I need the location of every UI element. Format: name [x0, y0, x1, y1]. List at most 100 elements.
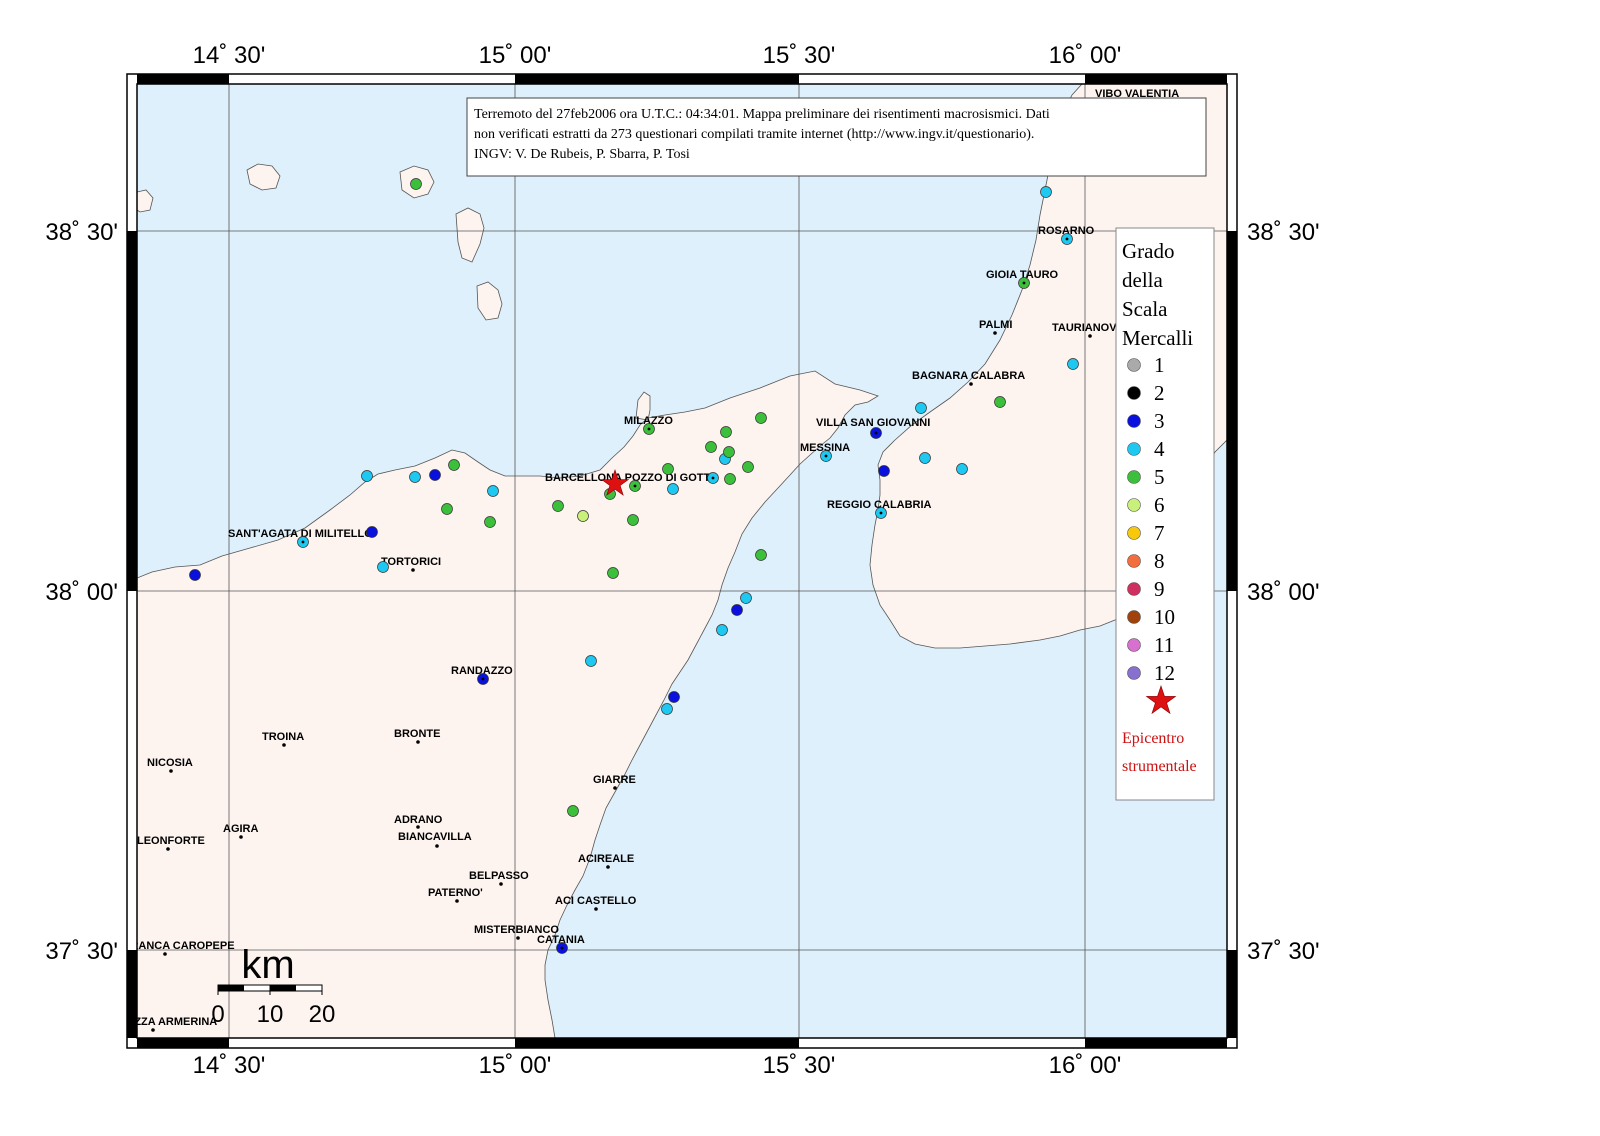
- legend-swatch: [1127, 358, 1141, 372]
- scale-unit-label: km: [241, 943, 294, 987]
- town-taurianova: TAURIANOVA: [1052, 322, 1124, 338]
- obs-point-mcs5: [705, 441, 717, 453]
- obs-point-mcs4: [667, 483, 679, 495]
- town-belpasso: BELPASSO: [469, 870, 529, 886]
- town-label: PATERNO': [428, 887, 483, 899]
- lon-label-top-1430: 14˚ 30': [193, 42, 266, 69]
- town-label: CATANIA: [537, 934, 585, 946]
- obs-point-mcs3: [366, 526, 378, 538]
- town-label: MILAZZO: [624, 415, 673, 427]
- town-leonforte: LEONFORTE: [137, 835, 205, 851]
- island-lipari: [455, 207, 485, 263]
- town-label: NICOSIA: [147, 757, 193, 769]
- legend-item-7: 7: [1127, 521, 1165, 545]
- town-barrafranca-caropepe: BARRAFRANCA CAROPEPE: [84, 940, 235, 956]
- latitude-labels-left: 38˚ 30' 38˚ 00' 37˚ 30': [45, 219, 118, 965]
- island-stromboli: [246, 163, 281, 191]
- legend-swatch: [1127, 666, 1141, 680]
- obs-point-mcs4: [585, 655, 597, 667]
- legend-label: 10: [1154, 605, 1175, 629]
- lon-label-bottom-1430: 14˚ 30': [193, 1052, 266, 1079]
- legend-item-1: 1: [1127, 353, 1165, 377]
- obs-point-mcs5: [484, 516, 496, 528]
- legend-swatch: [1127, 526, 1141, 540]
- legend: Grado della Scala Mercalli 1234567891011…: [1115, 227, 1215, 801]
- legend-title-line-4: Mercalli: [1122, 326, 1193, 350]
- legend-title-line-2: della: [1122, 268, 1163, 292]
- legend-item-5: 5: [1127, 465, 1165, 489]
- lon-label-bottom-1530: 15˚ 30': [763, 1052, 836, 1079]
- info-line-2: non verificati estratti da 273 questiona…: [474, 127, 1034, 142]
- island-alicudi: [137, 189, 154, 213]
- legend-label: 11: [1154, 633, 1174, 657]
- legend-swatch: [1127, 498, 1141, 512]
- town-label: ROSARNO: [1038, 225, 1095, 237]
- obs-point-mcs5: [410, 178, 422, 190]
- obs-point-mcs4: [919, 452, 931, 464]
- town-label: GIARRE: [593, 774, 636, 786]
- town-giarre: GIARRE: [593, 774, 636, 790]
- legend-swatch: [1127, 386, 1141, 400]
- town-catania: CATANIA: [537, 934, 585, 946]
- epicenter-star: [600, 469, 630, 496]
- town-bronte: BRONTE: [394, 728, 440, 744]
- town-layer: VIBO VALENTIA ROSARNO GIOIA TAURO PALMI …: [84, 88, 1179, 1032]
- lon-label-bottom-1600: 16˚ 00': [1049, 1052, 1122, 1079]
- town-label: VIBO VALENTIA: [1095, 88, 1179, 100]
- legend-swatch: [1127, 582, 1141, 596]
- obs-point-mcs4: [1040, 186, 1052, 198]
- town-label: TROINA: [262, 731, 304, 743]
- legend-epicenter-label-2: strumentale: [1122, 758, 1197, 775]
- legend-label: 8: [1154, 549, 1165, 573]
- town-label: ADRANO: [394, 814, 443, 826]
- lon-label-top-1500: 15˚ 00': [479, 42, 552, 69]
- obs-point-mcs5: [627, 514, 639, 526]
- legend-label: 9: [1154, 577, 1165, 601]
- lon-label-top-1530: 15˚ 30': [763, 42, 836, 69]
- obs-point-mcs4: [915, 402, 927, 414]
- town-label: TORTORICI: [381, 556, 441, 568]
- obs-point-mcs4: [716, 624, 728, 636]
- obs-point-mcs4: [409, 471, 421, 483]
- legend-label: 2: [1154, 381, 1165, 405]
- town-piazza-armerina: PIAZZA ARMERINA: [137, 1016, 217, 1032]
- town-label: AGIRA: [223, 823, 259, 835]
- legend-label: 7: [1154, 521, 1165, 545]
- lat-label-right-3800: 38˚ 00': [1247, 579, 1320, 606]
- town-label: ACIREALE: [578, 853, 634, 865]
- town-label: MISTERBIANCO: [474, 924, 559, 936]
- lat-label-left-3730: 37˚ 30': [45, 938, 118, 965]
- town-tortorici: TORTORICI: [381, 556, 441, 572]
- obs-point-mcs5: [755, 549, 767, 561]
- town-vibo-valentia: VIBO VALENTIA: [1095, 88, 1179, 100]
- lat-label-right-3830: 38˚ 30': [1247, 219, 1320, 246]
- obs-point-mcs5: [448, 459, 460, 471]
- town-label: BELPASSO: [469, 870, 529, 882]
- obs-point-mcs5: [755, 412, 767, 424]
- sicily-landmass: [137, 370, 879, 1038]
- town-troina: TROINA: [262, 731, 304, 747]
- obs-point-mcs3: [189, 569, 201, 581]
- obs-point-mcs4: [740, 592, 752, 604]
- town-paterno: PATERNO': [428, 887, 483, 903]
- obs-point-mcs3: [668, 691, 680, 703]
- town-label: MESSINA: [800, 442, 850, 454]
- info-line-1: Terremoto del 27feb2006 ora U.T.C.: 04:3…: [474, 107, 1050, 122]
- legend-item-10: 10: [1127, 605, 1175, 629]
- obs-point-mcs4: [956, 463, 968, 475]
- obs-point-mcs5: [441, 503, 453, 515]
- obs-point-mcs3: [878, 465, 890, 477]
- town-label: VILLA SAN GIOVANNI: [816, 417, 930, 429]
- legend-title-line-3: Scala: [1122, 297, 1168, 321]
- legend-label: 3: [1154, 409, 1165, 433]
- town-label: BARRAFRANCA CAROPEPE: [84, 940, 235, 952]
- graticule: [137, 84, 1227, 1038]
- legend-epicenter-star: [1145, 685, 1177, 715]
- legend-swatch: [1127, 610, 1141, 624]
- town-aci-castello: ACI CASTELLO: [555, 895, 637, 911]
- obs-point-mcs5: [567, 805, 579, 817]
- longitude-labels-top: 14˚ 30' 15˚ 00' 15˚ 30' 16˚ 00': [193, 42, 1122, 69]
- legend-item-6: 6: [1127, 493, 1165, 517]
